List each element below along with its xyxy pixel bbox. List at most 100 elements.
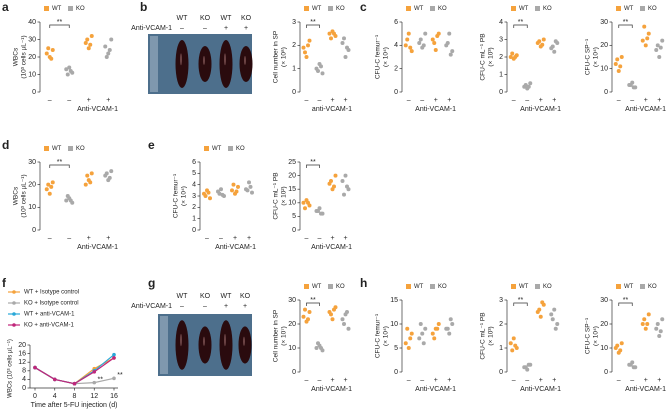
legend-swatch bbox=[616, 284, 621, 289]
y-tick-label: 1 bbox=[292, 66, 296, 73]
data-point bbox=[640, 322, 645, 326]
treatment-sign: – bbox=[305, 377, 309, 384]
data-point bbox=[508, 341, 513, 346]
data-point bbox=[64, 198, 69, 203]
data-point bbox=[510, 348, 515, 353]
data-point bbox=[613, 62, 618, 66]
y-axis-unit: (10³ cells µL⁻¹) bbox=[21, 35, 28, 78]
treatment-sign: – bbox=[617, 97, 621, 104]
y-axis-label: WBCs bbox=[13, 47, 20, 66]
spleen bbox=[198, 46, 212, 82]
significance: ** bbox=[310, 297, 316, 304]
y-tick-label: 2 bbox=[394, 66, 398, 73]
treatment-sign: + bbox=[224, 303, 228, 310]
data-point bbox=[333, 173, 338, 178]
significance: ** bbox=[518, 19, 524, 26]
treatment-sign: – bbox=[67, 97, 71, 104]
x-tick-label: 16 bbox=[110, 393, 118, 400]
data-point bbox=[553, 326, 558, 331]
significance: ** bbox=[623, 19, 629, 26]
data-point bbox=[319, 211, 323, 216]
treatment-sign: + bbox=[434, 97, 438, 104]
data-point bbox=[109, 37, 114, 42]
y-axis-label: CFU-C SP⁻¹ bbox=[585, 317, 592, 354]
legend-label: WT bbox=[52, 6, 62, 12]
y-tick-label: 6 bbox=[192, 159, 196, 166]
data-point bbox=[345, 310, 349, 314]
data-point bbox=[329, 179, 333, 184]
data-point bbox=[448, 317, 453, 322]
data-point bbox=[540, 300, 545, 305]
legend-swatch bbox=[328, 284, 333, 289]
data-point bbox=[46, 182, 51, 187]
significance-bracket bbox=[49, 164, 70, 168]
data-point bbox=[448, 52, 453, 57]
significance-bracket bbox=[513, 302, 528, 306]
x-axis-label: Anti-VCAM-1 bbox=[215, 244, 256, 251]
y-axis-unit: (× 10⁴) bbox=[383, 326, 390, 346]
data-point bbox=[307, 310, 312, 314]
data-point bbox=[319, 64, 323, 69]
treatment-sign: + bbox=[243, 303, 247, 310]
y-tick-label: 30 bbox=[28, 36, 36, 43]
data-point bbox=[408, 336, 413, 341]
y-axis-label: CFU-C SP⁻¹ bbox=[585, 38, 592, 75]
data-point bbox=[303, 50, 307, 55]
treatment-sign: + bbox=[552, 97, 556, 104]
data-point bbox=[106, 51, 111, 56]
data-point bbox=[540, 42, 545, 47]
legend-label: KO bbox=[648, 284, 657, 290]
y-tick-label: 0 bbox=[394, 369, 398, 376]
legend-swatch bbox=[328, 6, 333, 11]
data-point bbox=[645, 322, 650, 326]
data-point bbox=[320, 71, 325, 76]
panel-letter: d bbox=[2, 138, 9, 152]
y-tick-label: 3 bbox=[192, 193, 196, 200]
data-point bbox=[423, 326, 428, 331]
data-point bbox=[537, 307, 542, 312]
data-point bbox=[643, 43, 648, 48]
x-axis-label: Anti-VCAM-1 bbox=[520, 106, 561, 113]
y-tick-label: 3 bbox=[292, 19, 296, 26]
y-axis-label: WBCs bbox=[13, 186, 20, 205]
data-point bbox=[49, 56, 54, 61]
treatment-sign: – bbox=[205, 235, 209, 242]
data-point bbox=[550, 44, 555, 49]
data-point bbox=[658, 329, 663, 334]
data-point bbox=[654, 48, 659, 52]
y-axis-label: Cell number in SP bbox=[273, 31, 280, 83]
legend-swatch bbox=[204, 146, 209, 151]
data-point bbox=[230, 188, 234, 193]
data-point bbox=[619, 341, 624, 346]
treatment-sign: + bbox=[343, 235, 347, 242]
data-point bbox=[420, 331, 425, 336]
data-point bbox=[327, 31, 332, 36]
data-point bbox=[646, 31, 651, 36]
y-tick-label: 4 bbox=[192, 182, 196, 189]
legend-label: WT bbox=[52, 146, 62, 152]
y-tick-label: 40 bbox=[28, 19, 36, 26]
spleen-highlight bbox=[180, 53, 182, 66]
data-point bbox=[306, 317, 310, 322]
y-tick-label: 0 bbox=[292, 369, 296, 376]
data-point bbox=[435, 34, 440, 38]
y-axis-unit: (× 10²) bbox=[281, 186, 288, 205]
spleen-highlight bbox=[203, 336, 205, 346]
legend-swatch bbox=[228, 146, 233, 151]
treatment-sign: – bbox=[67, 235, 71, 242]
x-tick-label: 4 bbox=[53, 393, 57, 400]
data-point bbox=[330, 317, 335, 322]
data-point bbox=[247, 180, 251, 185]
legend-label: WT + anti-VCAM-1 bbox=[24, 312, 75, 318]
y-axis-label: WBCs (10³ cells µL⁻¹) bbox=[8, 339, 14, 398]
series-marker bbox=[112, 352, 116, 357]
legend-swatch bbox=[68, 6, 73, 11]
legend-label: WT bbox=[414, 6, 424, 12]
treatment-sign: – bbox=[630, 377, 634, 384]
data-point bbox=[329, 312, 333, 317]
y-tick-label: 10 bbox=[600, 345, 608, 352]
data-point bbox=[332, 184, 336, 189]
data-point bbox=[513, 343, 518, 348]
data-point bbox=[83, 182, 88, 187]
treatment-sign: + bbox=[447, 97, 451, 104]
